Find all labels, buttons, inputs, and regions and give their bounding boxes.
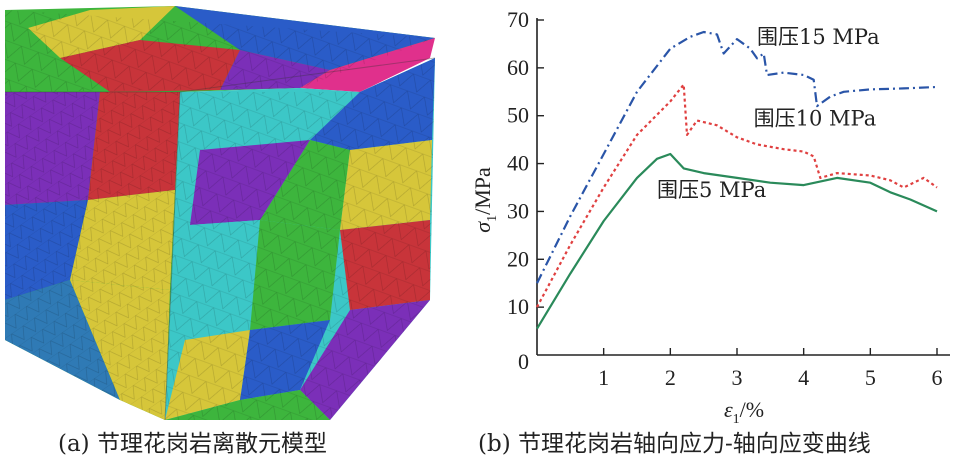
origin-label: 0 xyxy=(518,349,529,374)
caption-b: (b) 节理花岗岩轴向应力-轴向应变曲线 xyxy=(478,431,871,457)
cube-left-face xyxy=(5,92,180,420)
y-tick-label: 30 xyxy=(507,198,529,223)
series-label-0: 围压15 MPa xyxy=(757,25,880,49)
y-axis-label: σ1/MPa xyxy=(470,167,500,233)
x-tick-label: 4 xyxy=(798,365,809,390)
series-line-1 xyxy=(536,83,938,308)
y-tick-label: 20 xyxy=(507,246,529,271)
cube-top-face xyxy=(5,6,435,92)
series-label-1: 围压10 MPa xyxy=(754,106,877,130)
x-tick-label: 2 xyxy=(665,365,676,390)
x-tick-label: 6 xyxy=(932,365,943,390)
y-tick-label: 70 xyxy=(507,7,529,32)
series-line-2 xyxy=(536,152,938,330)
y-tick-label: 50 xyxy=(507,103,529,128)
series-line-0 xyxy=(536,30,938,284)
y-tick-label: 10 xyxy=(507,294,529,319)
series-label-2: 围压5 MPa xyxy=(657,178,766,202)
y-tick-label: 60 xyxy=(507,55,529,80)
cube-right-face xyxy=(165,58,435,420)
svg-text:ε1/%: ε1/% xyxy=(724,397,764,425)
caption-a: (a) 节理花岗岩离散元模型 xyxy=(58,431,327,457)
x-tick-label: 5 xyxy=(865,365,876,390)
y-tick-label: 40 xyxy=(507,151,529,176)
joint-granite-cube-image xyxy=(5,6,436,421)
x-tick-label: 3 xyxy=(732,365,743,390)
stress-strain-chart: 10 20 30 40 50 60 70 0 1 2 3 4 5 6 围压15 MPa 围压10 MPa 围… xyxy=(470,7,950,425)
x-tick-label: 1 xyxy=(598,365,609,390)
svg-text:σ1/MPa: σ1/MPa xyxy=(470,167,500,233)
x-axis-label: ε1/% xyxy=(724,397,764,425)
